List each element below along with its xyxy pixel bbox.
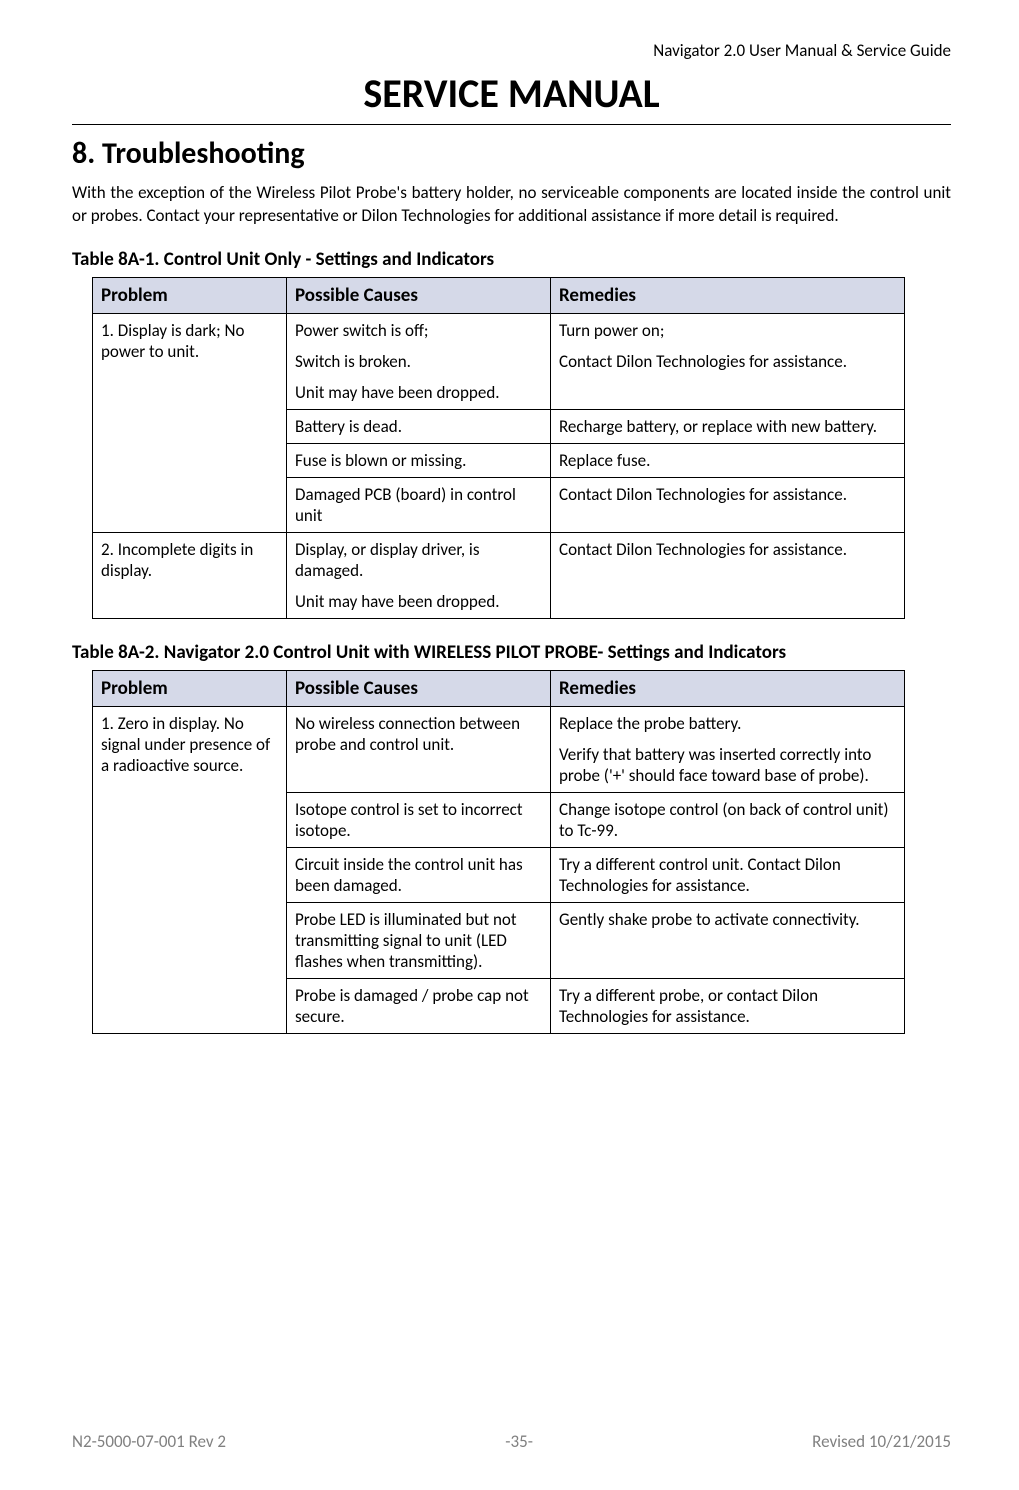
footer-right: Revised 10/21/2015 — [812, 1431, 951, 1452]
cell-cause: Probe is damaged / probe cap not secure. — [287, 978, 551, 1033]
cell-cause: No wireless connection between probe and… — [287, 706, 551, 792]
table-header-problem: Problem — [93, 670, 287, 706]
cell-text: Unit may have been dropped. — [295, 382, 542, 403]
cell-remedy: Turn power on; Contact Dilon Technologie… — [551, 313, 905, 409]
page-footer: N2-5000-07-001 Rev 2 -35- Revised 10/21/… — [72, 1431, 951, 1452]
cell-cause: Fuse is blown or missing. — [287, 443, 551, 477]
cell-text: Turn power on; — [559, 320, 896, 341]
cell-cause: Display, or display driver, is damaged. … — [287, 532, 551, 618]
cell-cause: Damaged PCB (board) in control unit — [287, 477, 551, 532]
cell-problem: 1. Zero in display. No signal under pres… — [93, 706, 287, 1033]
cell-remedy: Contact Dilon Technologies for assistanc… — [551, 477, 905, 532]
cell-remedy: Try a different control unit. Contact Di… — [551, 847, 905, 902]
cell-remedy: Change isotope control (on back of contr… — [551, 792, 905, 847]
table-header-row: Problem Possible Causes Remedies — [93, 277, 905, 313]
footer-page-number: -35- — [505, 1431, 533, 1452]
cell-problem: 2. Incomplete digits in display. — [93, 532, 287, 618]
cell-cause: Circuit inside the control unit has been… — [287, 847, 551, 902]
cell-remedy: Recharge battery, or replace with new ba… — [551, 409, 905, 443]
cell-text: Contact Dilon Technologies for assistanc… — [559, 351, 896, 372]
main-title: SERVICE MANUAL — [72, 69, 951, 118]
section-title: 8. Troubleshooting — [72, 135, 951, 172]
cell-cause: Battery is dead. — [287, 409, 551, 443]
table-header-row: Problem Possible Causes Remedies — [93, 670, 905, 706]
cell-remedy: Gently shake probe to activate connectiv… — [551, 902, 905, 978]
cell-remedy: Replace fuse. — [551, 443, 905, 477]
cell-remedy: Contact Dilon Technologies for assistanc… — [551, 532, 905, 618]
cell-text: Unit may have been dropped. — [295, 591, 542, 612]
document-header: Navigator 2.0 User Manual & Service Guid… — [72, 40, 951, 61]
cell-text: Display, or display driver, is damaged. — [295, 539, 542, 581]
table-header-problem: Problem — [93, 277, 287, 313]
cell-text: Replace the probe battery. — [559, 713, 896, 734]
table-row: 1. Zero in display. No signal under pres… — [93, 706, 905, 792]
table-1-title: Table 8A-1. Control Unit Only - Settings… — [72, 248, 951, 271]
table-header-causes: Possible Causes — [287, 670, 551, 706]
cell-problem: 1. Display is dark; No power to unit. — [93, 313, 287, 532]
table-header-causes: Possible Causes — [287, 277, 551, 313]
footer-left: N2-5000-07-001 Rev 2 — [72, 1431, 226, 1452]
cell-cause: Power switch is off; Switch is broken. U… — [287, 313, 551, 409]
table-row: 2. Incomplete digits in display. Display… — [93, 532, 905, 618]
cell-remedy: Try a different probe, or contact Dilon … — [551, 978, 905, 1033]
cell-text: Switch is broken. — [295, 351, 542, 372]
table-1: Problem Possible Causes Remedies 1. Disp… — [92, 277, 905, 619]
table-2-title: Table 8A-2. Navigator 2.0 Control Unit w… — [72, 641, 951, 664]
cell-text: Verify that battery was inserted correct… — [559, 744, 896, 786]
cell-cause: Probe LED is illuminated but not transmi… — [287, 902, 551, 978]
cell-cause: Isotope control is set to incorrect isot… — [287, 792, 551, 847]
table-2: Problem Possible Causes Remedies 1. Zero… — [92, 670, 905, 1034]
table-row: 1. Display is dark; No power to unit. Po… — [93, 313, 905, 409]
cell-text: Power switch is off; — [295, 320, 542, 341]
intro-paragraph: With the exception of the Wireless Pilot… — [72, 182, 951, 228]
table-header-remedies: Remedies — [551, 670, 905, 706]
divider — [72, 124, 951, 125]
table-header-remedies: Remedies — [551, 277, 905, 313]
cell-remedy: Replace the probe battery. Verify that b… — [551, 706, 905, 792]
